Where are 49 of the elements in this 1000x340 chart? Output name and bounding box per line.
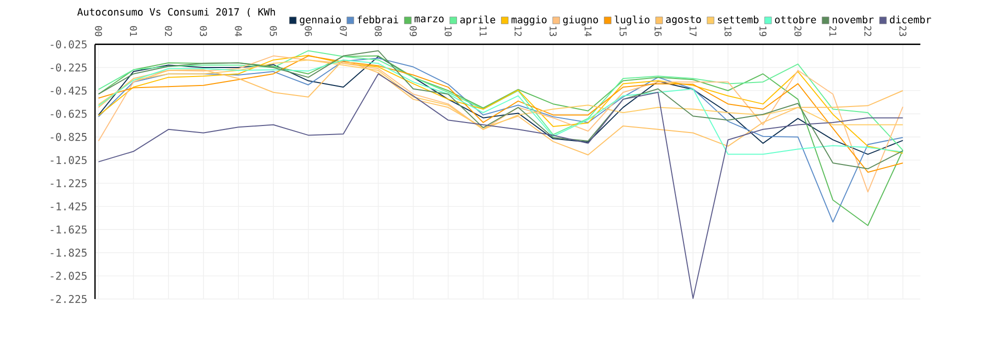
x-tick-label: 12 [514,26,522,36]
legend-label: marzo [414,16,444,22]
y-tick-label: -1.425 [50,202,87,210]
y-tick-label: -0.625 [50,110,87,118]
y-tick-label: -2.225 [50,294,87,304]
x-tick-label: 01 [130,26,137,36]
x-tick-label: 11 [480,26,487,36]
y-tick-label: -1.225 [50,179,87,188]
chart-title: Autoconsumo Vs Consumi 2017 ( KWh [77,8,275,17]
legend-label: gennaio [300,16,341,26]
x-tick-label: 06 [304,26,312,36]
legend-label: aprile [460,16,496,26]
x-tick-label: 19 [759,26,766,36]
x-tick-label: 21 [829,26,836,36]
legend-label: ottobre [775,16,816,24]
x-tick-label: 18 [724,26,732,36]
y-tick-label: -0.825 [50,132,87,141]
y-tick-label: -1.825 [50,248,87,257]
y-tick-label: -1.625 [50,226,87,234]
legend-label: febbrai [358,16,398,24]
x-tick-label: 02 [164,26,172,36]
x-tick-label: 07 [340,26,347,36]
legend-label: luglio [614,16,650,26]
x-tick-label: 16 [654,26,662,36]
x-tick-label: 13 [550,26,557,36]
y-tick-label: -0.425 [50,86,87,95]
x-tick-label: 03 [200,26,207,36]
legend-label: giugno [563,16,598,26]
x-tick-label: 22 [864,26,872,36]
x-tick-label: 04 [234,26,242,36]
x-tick-label: 20 [794,26,802,36]
x-tick-label: 14 [584,26,592,36]
x-tick-label: 23 [899,26,906,36]
x-tick-label: 00 [94,26,102,36]
x-tick-label: 05 [270,26,277,36]
x-tick-label: 09 [410,26,417,36]
legend-label: novembr [832,16,874,24]
x-tick-label: 15 [620,26,627,36]
x-tick-label: 17 [690,26,696,36]
y-tick-label: -0.025 [50,40,87,48]
legend-label: agosto [666,16,701,26]
y-tick-label: -2.025 [50,272,87,280]
legend-label: maggio [512,16,547,26]
x-tick-label: 08 [374,26,382,36]
y-tick-label: -1.025 [50,156,87,164]
y-tick-label: -0.225 [50,63,87,72]
legend-label: settemb [718,16,758,24]
legend-label: dicembr [890,16,932,24]
x-tick-label: 10 [444,26,452,36]
